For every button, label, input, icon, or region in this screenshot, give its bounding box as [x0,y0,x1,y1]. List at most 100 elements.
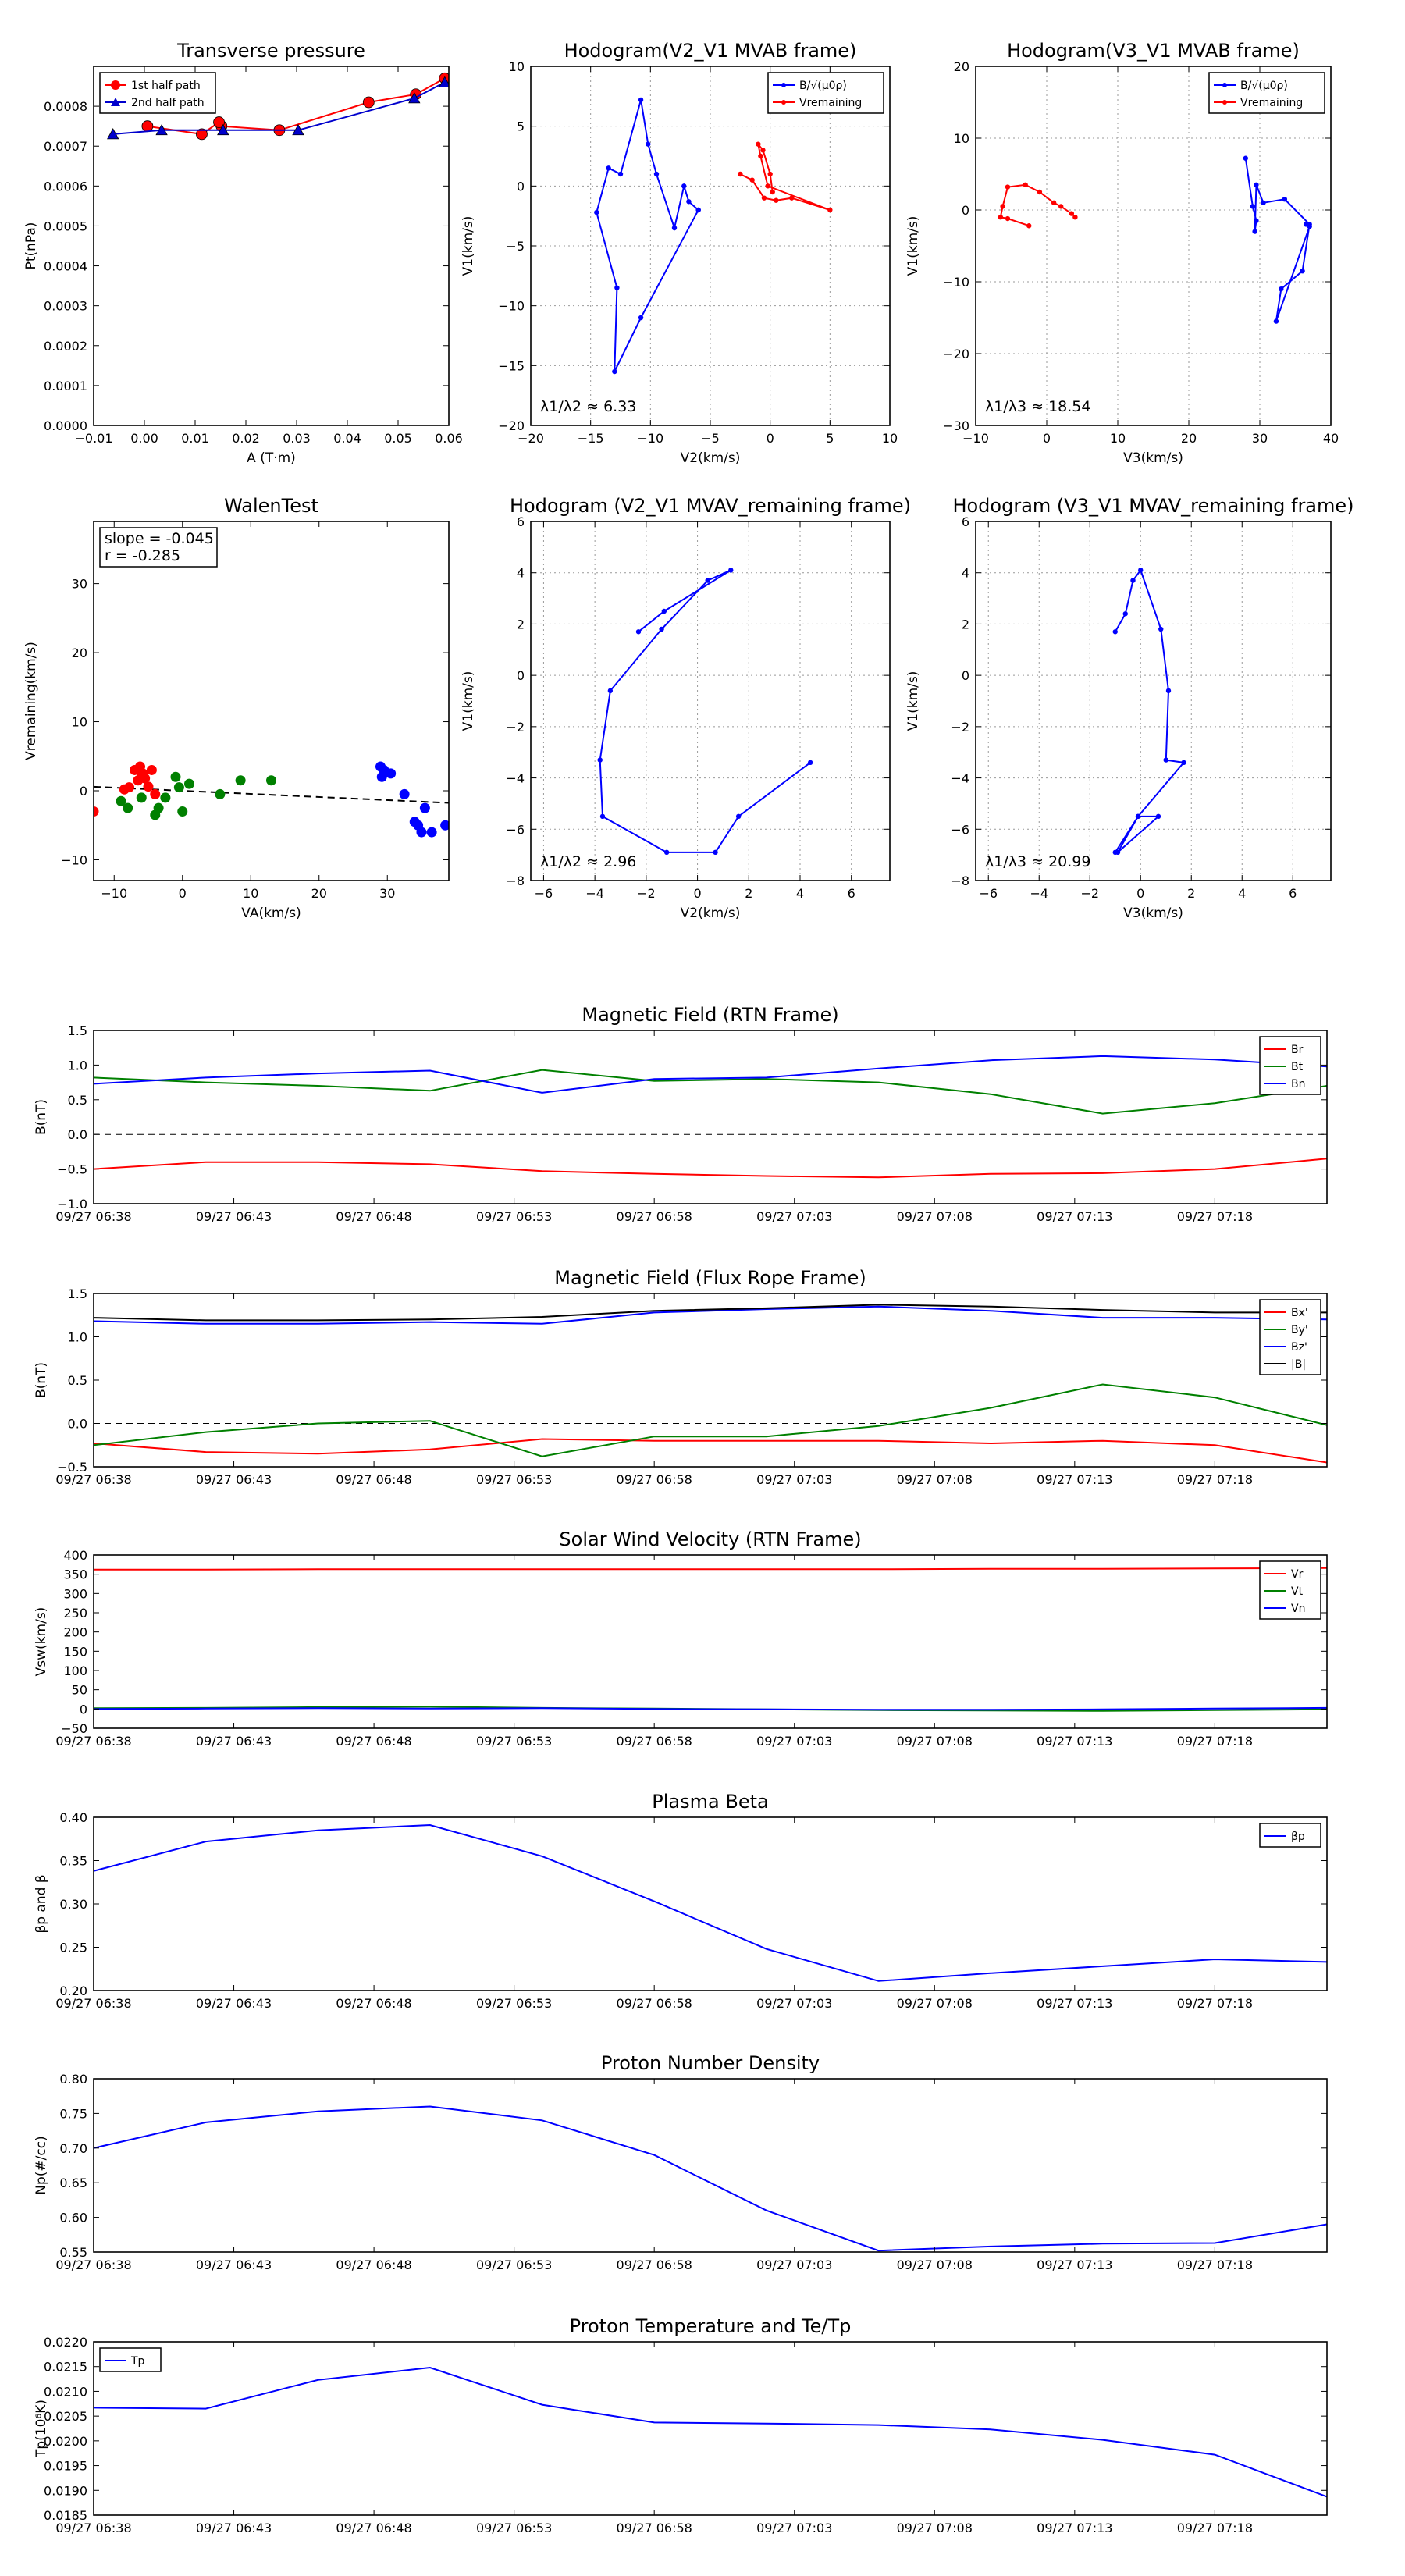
y-tick-label: 1.0 [68,1330,87,1345]
y-tick-label: 1.5 [68,1286,87,1301]
y-tick-label: 0.35 [59,1854,87,1869]
axes-frame [530,521,891,881]
x-tick-label: 30 [1252,431,1268,446]
x-tick-label: 0.06 [435,431,463,446]
axes-frame [93,66,450,426]
x-tick-label: 09/27 07:18 [1177,1734,1253,1749]
data-point [399,788,410,799]
series-line-3 [94,1305,1327,1325]
data-point [213,116,225,128]
x-tick-label: 0.02 [232,431,260,446]
x-tick-label: 09/27 06:58 [617,2521,692,2535]
legend-marker [781,83,786,87]
data-point [760,148,766,153]
x-tick-label: −20 [518,431,544,446]
ratio-annotation: λ1/λ3 ≈ 20.99 [985,853,1090,870]
y-axis-label: V1(km/s) [905,216,921,276]
data-point [170,771,181,782]
x-tick-label: 0 [1043,431,1051,446]
data-point [738,171,743,177]
x-tick-label: 09/27 06:38 [55,1996,131,2011]
x-tick-label: 2 [1187,886,1195,901]
chart-title: Magnetic Field (Flux Rope Frame) [554,1267,866,1289]
data-point [807,760,813,766]
x-tick-label: 09/27 07:08 [897,1734,973,1749]
x-tick-label: 09/27 06:43 [196,2521,272,2535]
y-tick-label: 10 [72,715,87,730]
data-point [998,215,1004,220]
x-tick-label: 09/27 06:48 [336,2521,411,2535]
data-point [635,629,642,635]
legend-entry: 2nd half path [131,97,205,109]
y-tick-label: 0.0200 [44,2434,87,2449]
x-tick-label: 09/27 07:03 [756,1734,832,1749]
x-tick-label: 09/27 06:43 [196,1209,272,1224]
legend-entry: Vt [1291,1585,1304,1598]
stats-line: r = -0.285 [105,547,180,564]
x-tick-label: 4 [1238,886,1246,901]
series-line-4 [94,1304,1327,1322]
y-tick-label: 150 [63,1644,87,1659]
y-tick-label: 0 [517,179,525,194]
y-tick-label: 2 [517,617,525,632]
x-tick-label: 09/27 07:13 [1037,1472,1112,1487]
data-point [1303,222,1309,227]
data-point [695,207,701,213]
y-axis-label: Vsw(km/s) [34,1607,49,1677]
y-tick-label: 10 [954,131,969,146]
x-tick-label: 09/27 06:53 [476,1472,552,1487]
data-point [150,788,161,799]
x-tick-label: −10 [101,886,127,901]
y-tick-label: 0 [80,784,87,799]
y-axis-label: V1(km/s) [461,216,476,276]
y-tick-label: 300 [63,1586,87,1601]
legend-entry: |B| [1291,1358,1306,1371]
chart-h21: Hodogram(V2_V1 MVAB frame) −20 −15 −10 −5 0 5 1… [461,40,898,466]
legend-entry: Vremaining [799,97,862,109]
legend-entry: Vr [1291,1568,1304,1581]
data-point [1005,215,1011,222]
x-tick-label: 0 [767,431,774,446]
data-point [1037,189,1043,195]
legend: Vr Vt Vn [1259,1560,1321,1620]
chart-title: Solar Wind Velocity (RTN Frame) [559,1528,861,1550]
y-tick-label: −0.5 [57,1460,87,1475]
data-point [1252,229,1257,234]
chart-title: Hodogram (V3_V1 MVAV_remaining frame) [952,495,1353,517]
x-tick-label: 09/27 06:58 [617,1996,692,2011]
y-tick-label: −6 [506,822,525,837]
x-tick-label: 09/27 06:53 [476,2521,552,2535]
y-tick-label: 0 [517,668,525,683]
legend-entry: Vn [1291,1603,1305,1615]
y-tick-label: −20 [943,347,969,361]
y-tick-label: 0.5 [68,1373,87,1388]
legend-box [1208,72,1325,114]
data-point [107,128,119,140]
x-tick-label: 0.04 [333,431,361,446]
x-tick-label: 09/27 07:18 [1177,1209,1253,1224]
y-tick-label: 10 [509,59,525,74]
y-tick-label: 0 [80,1702,87,1717]
y-axis-label: B(nT) [34,1362,49,1398]
x-tick-label: 0.00 [130,431,158,446]
data-point [1005,184,1011,190]
chart-title: Proton Temperature and Te/Tp [570,2315,852,2337]
legend-entry: B/√(μ0ρ) [1240,80,1288,92]
legend-marker [111,80,120,90]
y-tick-label: 0.5 [68,1093,87,1108]
chart-np: Proton Number Density 09/27 06:38 09/27 06… [34,2052,1328,2272]
legend-entry: Bx' [1291,1307,1308,1319]
axes-frame [975,66,1332,426]
data-point [1181,760,1186,766]
x-axis-label: V2(km/s) [681,450,741,466]
data-point [758,153,763,159]
y-tick-label: −4 [506,771,525,786]
x-tick-label: 09/27 07:08 [897,1209,973,1224]
y-tick-label: −10 [61,852,87,867]
y-tick-label: 5 [517,119,525,134]
series-line-2 [94,1069,1327,1115]
stats-box [99,527,218,568]
y-tick-label: 6 [962,514,969,529]
data-point [1069,211,1075,216]
